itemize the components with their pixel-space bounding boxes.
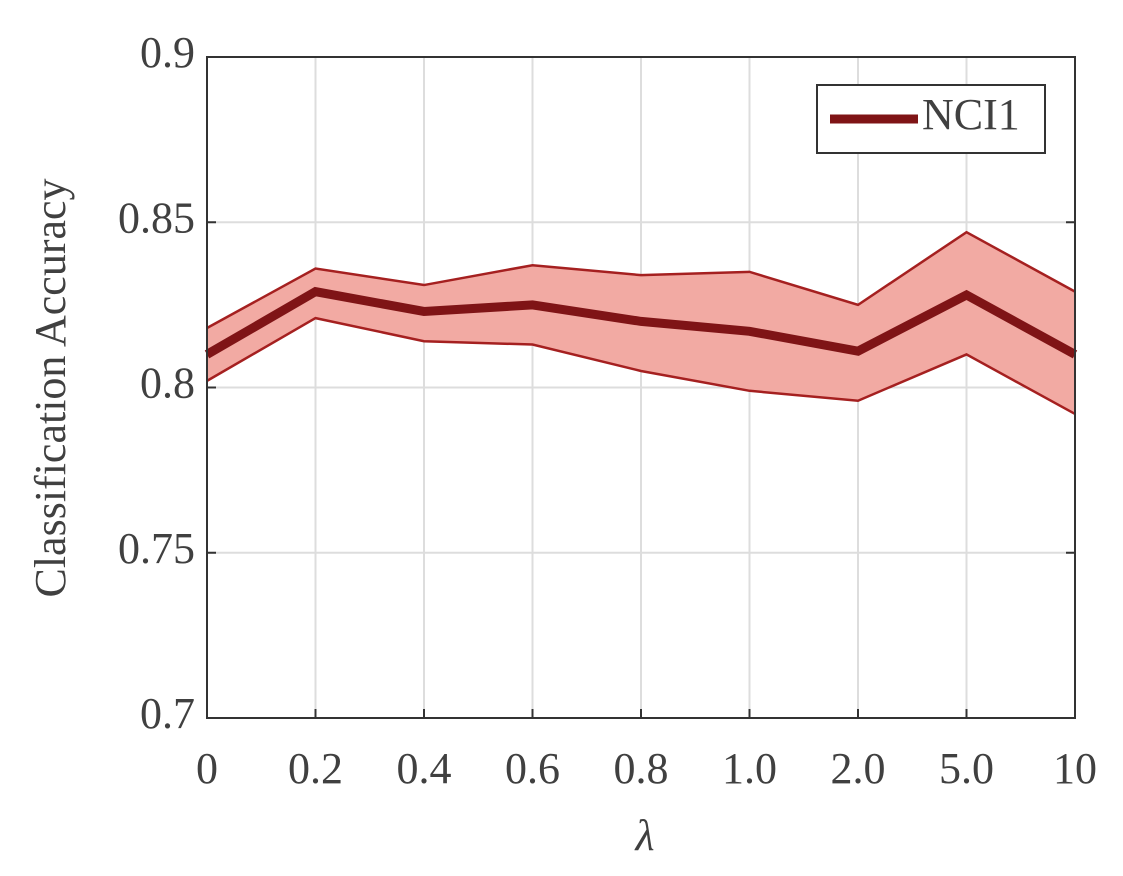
x-axis-label: λ (633, 811, 654, 860)
x-tick-label: 2.0 (831, 744, 886, 793)
legend-label: NCI1 (922, 90, 1020, 139)
x-tick-label: 0.6 (505, 744, 560, 793)
line (204, 286, 1078, 359)
x-tick-label: 0.4 (397, 744, 452, 793)
plot-border (206, 56, 1076, 719)
band-upper-edge (206, 230, 1076, 330)
y-tick-label: 0.7 (140, 689, 195, 738)
x-tick-label: 0.2 (288, 744, 343, 793)
x-tick-label: 1.0 (722, 744, 777, 793)
band-lower-edge (206, 316, 1076, 416)
x-tick-label: 0.8 (614, 744, 669, 793)
y-tick-label: 0.75 (118, 524, 195, 573)
y-axis-label: Classification Accuracy (26, 178, 75, 597)
x-tick-label: 5.0 (939, 744, 994, 793)
y-tick-label: 0.9 (140, 28, 195, 77)
x-tick-label: 0 (196, 744, 218, 793)
x-tick-label: 10 (1053, 744, 1097, 793)
legend-box (816, 84, 1046, 154)
y-tick-label: 0.8 (140, 359, 195, 408)
y-tick-label: 0.85 (118, 193, 195, 242)
